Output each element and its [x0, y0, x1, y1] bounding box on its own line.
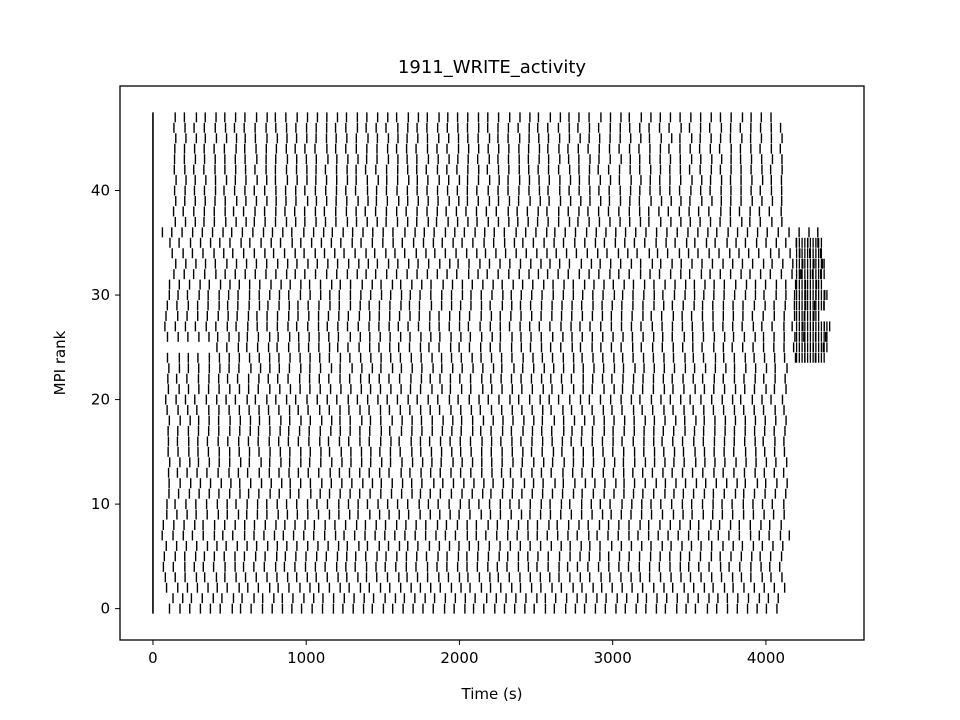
x-tick-label: 0 — [148, 649, 158, 667]
x-tick-label: 3000 — [594, 649, 632, 667]
x-tick-label: 4000 — [747, 649, 785, 667]
chart-title: 1911_WRITE_activity — [398, 57, 586, 78]
x-axis-label: Time (s) — [461, 685, 523, 703]
x-tick-label: 2000 — [440, 649, 478, 667]
event-marks — [152, 112, 831, 614]
y-tick-label: 20 — [91, 391, 110, 409]
x-tick-label: 1000 — [287, 649, 325, 667]
y-axis-label: MPI rank — [51, 330, 69, 395]
y-tick-label: 10 — [91, 495, 110, 513]
x-axis: 0 1000 2000 3000 4000 — [148, 640, 785, 667]
y-tick-label: 0 — [100, 600, 110, 618]
y-axis: 0 10 20 30 40 — [91, 182, 120, 618]
plot-frame — [119, 85, 865, 641]
y-tick-label: 30 — [91, 286, 110, 304]
y-tick-label: 40 — [91, 182, 110, 200]
